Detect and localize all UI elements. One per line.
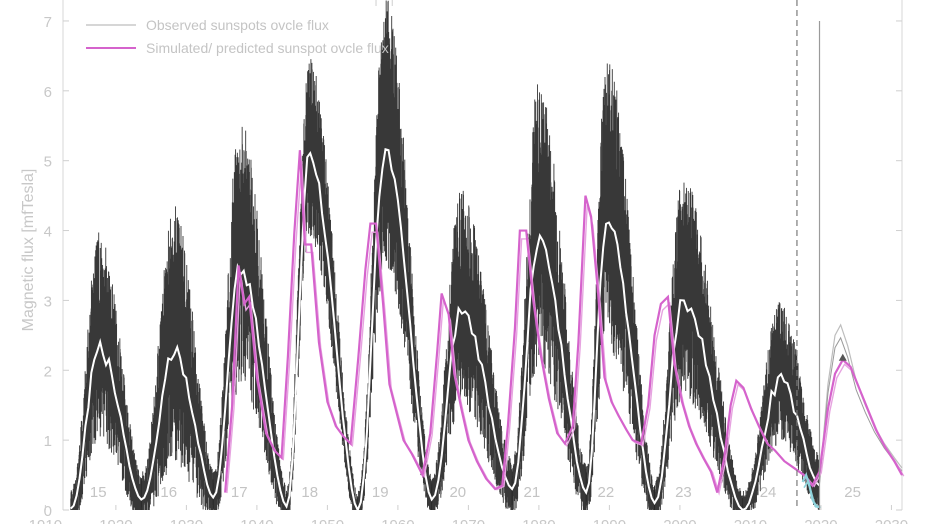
- series-lines: [70, 148, 905, 513]
- x-tick-label-2030: 2030: [875, 517, 908, 524]
- x-tick-label-1960: 1960: [381, 517, 414, 524]
- cycle-label-15: 15: [90, 484, 107, 501]
- x-tick-label-1950: 1950: [311, 517, 344, 524]
- cycle-label-16: 16: [160, 484, 177, 501]
- transition-line-2: [803, 480, 821, 509]
- x-tick-label-1980: 1980: [522, 517, 555, 524]
- observed-band-cycle-8: [585, 63, 655, 510]
- cycle-label-25: 25: [844, 484, 861, 501]
- y-tick-label-0: 0: [44, 503, 52, 520]
- cycle-label-20: 20: [449, 484, 466, 501]
- y-tick-label-4: 4: [44, 224, 52, 241]
- x-tick-label-1970: 1970: [452, 517, 485, 524]
- legend-label-observed: Observed sunspots ovcle flux: [146, 17, 329, 33]
- x-tick-label-1930: 1930: [170, 517, 203, 524]
- cycle-label-22: 22: [598, 484, 615, 501]
- y-tick-label-1: 1: [44, 433, 52, 450]
- plot-frame: [62, 0, 903, 510]
- x-tick-label-2020: 2020: [804, 517, 837, 524]
- cycle-label-23: 23: [675, 484, 692, 501]
- y-tick-label-6: 6: [44, 84, 52, 101]
- cycle-label-21: 21: [524, 484, 541, 501]
- observed-flux-band: [70, 0, 820, 510]
- y-axis-title: Magnetic flux [mfTesla]: [20, 169, 37, 332]
- x-tick-label-1940: 1940: [240, 517, 273, 524]
- y-tick-label-5: 5: [44, 154, 52, 171]
- simulated-line: [224, 150, 903, 493]
- y-tick-label-7: 7: [44, 14, 52, 31]
- cycle-labels: 15 16 17 18 19 20 21 22 23 24 25: [90, 484, 861, 501]
- legend: Observed sunspots ovcle flux Simulated/ …: [86, 17, 389, 56]
- x-tick-label-2010: 2010: [734, 517, 767, 524]
- x-tick-label-1910: 1910: [29, 517, 62, 524]
- y-tick-label-3: 3: [44, 293, 52, 310]
- x-tick-label-2000: 2000: [663, 517, 696, 524]
- observed-mean-line: [70, 148, 821, 513]
- cycle-label-17: 17: [231, 484, 248, 501]
- cycle-label-18: 18: [301, 484, 318, 501]
- legend-label-simulated: Simulated/ predicted sunspot ovcle flux: [146, 40, 389, 56]
- cycle-label-19: 19: [372, 484, 389, 501]
- observed-band-cycle-4: [286, 59, 359, 510]
- axes: 0123456719101920193019401950196019701980…: [29, 0, 908, 524]
- x-tick-label-1990: 1990: [593, 517, 626, 524]
- peak-marker-25: [838, 353, 847, 361]
- observed-band-cycle-9: [654, 182, 744, 510]
- cycle-label-24: 24: [760, 484, 777, 501]
- y-tick-label-2: 2: [44, 363, 52, 380]
- cycle-boundary-lines: [796, 0, 821, 510]
